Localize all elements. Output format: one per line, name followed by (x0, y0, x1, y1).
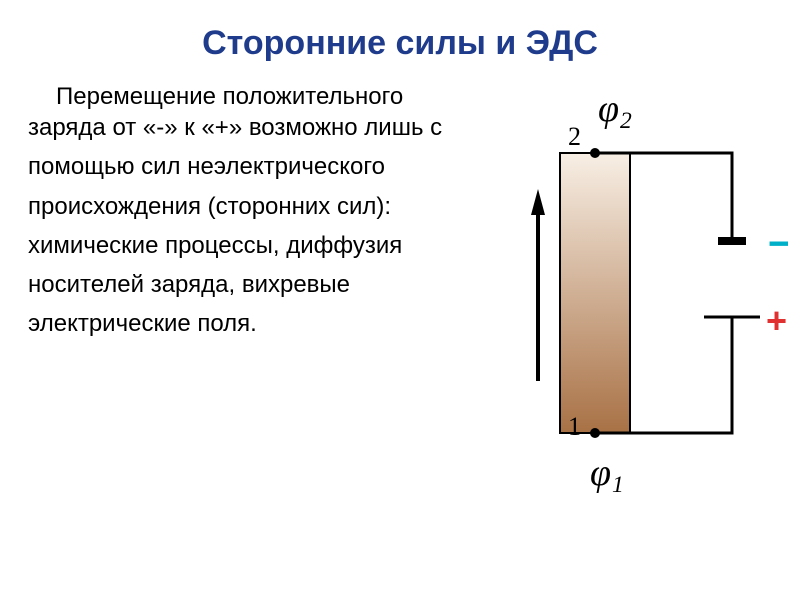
label-phi2: φ2 (598, 88, 632, 134)
label-node-2: 2 (568, 122, 581, 151)
body-line: происхождения (сторонних сил): (28, 191, 468, 222)
content-row: Перемещение положительного заряда от «-»… (28, 81, 772, 521)
label-minus: − (768, 222, 788, 266)
label-plus: + (766, 300, 787, 341)
arrow-head-icon (531, 189, 545, 215)
slide-title: Сторонние силы и ЭДС (28, 24, 772, 63)
body-line: Перемещение положительного заряда от «-»… (28, 81, 468, 143)
node-top (590, 148, 600, 158)
body-line: помощью сил неэлектрического (28, 151, 468, 182)
label-phi1: φ1 (590, 452, 624, 498)
body-line: электрические поля. (28, 308, 468, 339)
diagram-column: φ2 φ1 2 1 − + (468, 81, 772, 521)
slide: Сторонние силы и ЭДС Перемещение положит… (0, 0, 800, 600)
body-line: носителей заряда, вихревые (28, 269, 468, 300)
circuit-diagram: φ2 φ1 2 1 − + (468, 81, 788, 511)
body-line: химические процессы, диффузия (28, 230, 468, 261)
conductor-bar (560, 153, 630, 433)
label-node-1: 1 (568, 412, 581, 441)
node-bottom (590, 428, 600, 438)
text-column: Перемещение положительного заряда от «-»… (28, 81, 468, 347)
